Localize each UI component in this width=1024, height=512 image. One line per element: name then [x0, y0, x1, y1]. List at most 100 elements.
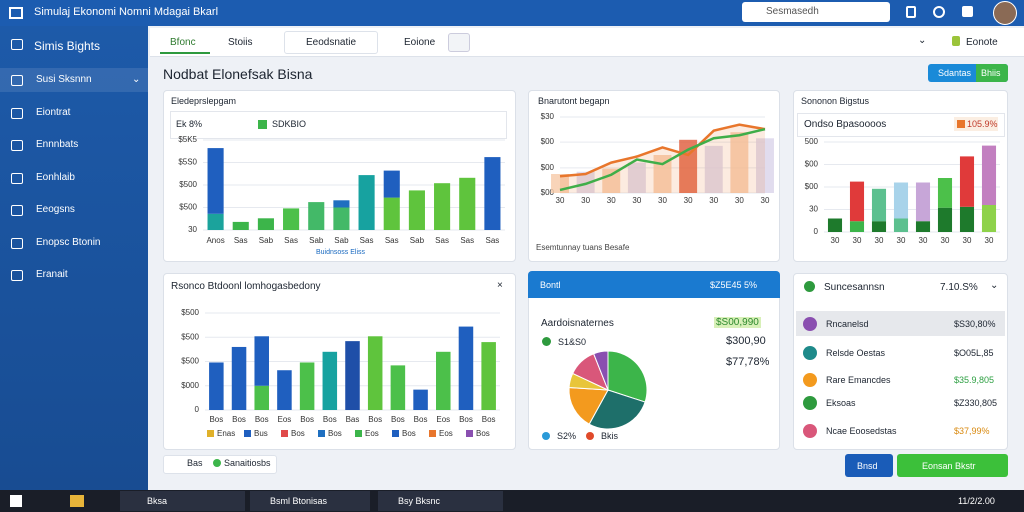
button-label[interactable]: Bnsd [857, 461, 878, 471]
label: Aardoisnaternes [541, 318, 614, 329]
icon [11, 237, 23, 249]
dot [542, 337, 551, 346]
sidebar-item[interactable]: Eranait [36, 269, 68, 280]
legend-swatch [258, 120, 267, 129]
button-part[interactable] [976, 64, 1008, 82]
badge-icon [957, 120, 965, 128]
icon[interactable] [906, 6, 916, 18]
sidebar [0, 26, 148, 490]
row-value: $35.9,805 [954, 375, 995, 385]
row-icon [803, 373, 817, 387]
active-tab[interactable] [160, 30, 210, 54]
heading: Nodbat Elonefsak Bisna [163, 66, 313, 82]
task[interactable] [378, 491, 503, 511]
tab-box[interactable] [284, 31, 378, 54]
panel-title: Rsonco Btdoonl lomhogasbedony [171, 281, 321, 292]
chevron[interactable]: ⌄ [990, 280, 999, 291]
legend-box [797, 113, 1005, 137]
row-icon [803, 424, 817, 438]
badge [954, 117, 998, 131]
row-name: Eksoas [826, 398, 856, 408]
chart-footer: Esemtunnay tuans Besafe [536, 243, 630, 252]
tab[interactable]: Eoione [404, 37, 436, 48]
chart-footer: Buidnsoss Eliss [316, 249, 366, 256]
tab[interactable]: Stoiis [228, 37, 253, 48]
sidebar-item[interactable]: Eonhlaib [36, 171, 75, 183]
avatar[interactable] [993, 1, 1017, 25]
row-name: Relsde Oestas [826, 348, 886, 358]
row-value: $Z330,805 [954, 398, 998, 408]
panel [528, 90, 780, 262]
sidebar-item[interactable]: Eeogsns [36, 204, 75, 215]
button-label[interactable]: Bhiis [981, 68, 1001, 78]
panel-title: Bnarutont begapn [538, 96, 610, 106]
chip-label[interactable]: Bas [187, 458, 203, 468]
icon [11, 107, 23, 119]
row-name: Ncae Eoosedstas [826, 426, 897, 436]
tab-right[interactable]: Eonote [966, 37, 998, 48]
task[interactable] [250, 491, 370, 511]
folder-icon[interactable] [70, 495, 84, 507]
legend-dot [542, 432, 550, 440]
panel-value: 7.10.S% [940, 282, 978, 293]
chevron: ⌄ [132, 74, 141, 85]
row-value: $37,99% [954, 426, 990, 436]
legend-label: SDKBIO [272, 119, 307, 129]
chip-label[interactable]: Sanaitiosbs [224, 458, 271, 468]
active-item[interactable] [0, 68, 148, 92]
panel-title: Bontl [540, 280, 561, 290]
search-box[interactable] [742, 2, 890, 22]
legend-box [170, 111, 507, 139]
start-button[interactable] [10, 495, 22, 507]
task[interactable] [120, 491, 245, 511]
panel [163, 273, 516, 450]
search-placeholder[interactable]: Sesmasedh [766, 6, 819, 17]
panel-title: Suncesannsn [824, 282, 885, 293]
legend-label: Bkis [601, 431, 619, 441]
tab-bar [150, 28, 1024, 57]
button[interactable] [897, 454, 1008, 477]
icon [952, 36, 960, 46]
panel-title: Eledeprslepgam [171, 96, 237, 106]
icon[interactable] [933, 6, 945, 18]
value: $S00,990 [714, 317, 761, 328]
panel [793, 273, 1008, 450]
sidebar-item[interactable]: Ennnbats [36, 139, 79, 150]
sidebar-item[interactable]: Eiontrat [36, 106, 71, 118]
total: $Z5E45 5% [710, 280, 758, 290]
dropdown[interactable] [448, 33, 470, 52]
sidebar-item[interactable]: Enopsc Btonin [36, 236, 101, 248]
tab[interactable]: Eeodsnatie [306, 37, 357, 48]
task-label[interactable]: Bsy Bksnc [398, 496, 441, 506]
icon [11, 172, 23, 184]
sidebar-title: Simis Bights [34, 39, 101, 53]
icon [804, 281, 815, 292]
panel-header [528, 271, 780, 298]
icon [11, 270, 23, 281]
app-icon [9, 7, 23, 19]
row-value: $O05L,85 [954, 348, 994, 358]
badge-label: 105.9% [967, 119, 998, 129]
icon [11, 39, 23, 50]
row-icon [803, 317, 817, 331]
button[interactable] [845, 454, 893, 477]
row-highlight [796, 311, 1005, 336]
chip-dot [213, 459, 221, 467]
icon [11, 140, 23, 151]
chevron[interactable]: ⌄ [918, 35, 927, 46]
icon[interactable] [962, 6, 973, 17]
sidebar-item[interactable]: Susi Sksnnn [36, 74, 92, 85]
button-label[interactable]: Eonsan Bkstr [922, 461, 976, 471]
button-label[interactable]: Sdantas [938, 68, 972, 78]
task-label[interactable]: Bsml Btonisas [270, 496, 328, 506]
row-name: Rncanelsd [826, 319, 869, 329]
task-label[interactable]: Bksa [147, 496, 168, 506]
close[interactable]: × [497, 280, 503, 291]
panel-title: Sononon Bigstus [801, 96, 870, 106]
label: S1&S0 [558, 337, 587, 347]
clock: 11/2/2.00 [958, 496, 995, 506]
icon [11, 205, 23, 216]
legend-label: Ondso Bpasoooos [804, 119, 887, 130]
tab[interactable]: Bfonc [170, 37, 196, 48]
